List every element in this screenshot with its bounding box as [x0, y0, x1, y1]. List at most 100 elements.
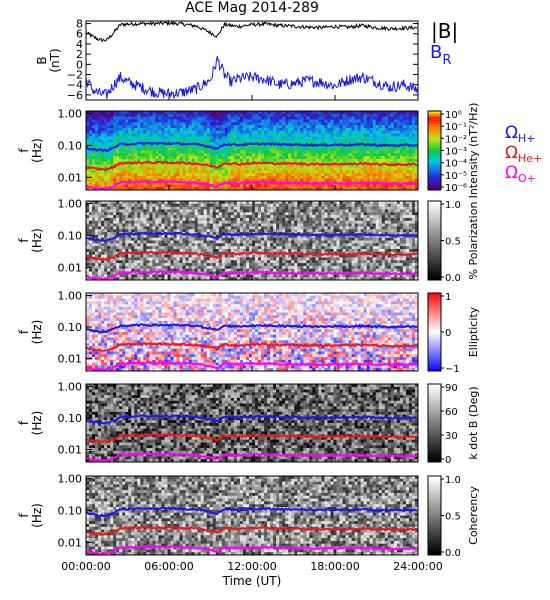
spectrogram-cell: [300, 133, 304, 137]
spectrogram-cell: [354, 170, 358, 174]
spectrogram-cell: [255, 246, 259, 250]
spectrogram-cell: [134, 217, 138, 222]
spectrogram-cell: [176, 147, 180, 151]
spectrogram-cell: [381, 142, 386, 146]
spectrogram-cell: [152, 150, 156, 154]
spectrogram-cell: [408, 173, 413, 177]
spectrogram-cell: [89, 220, 93, 224]
spectrogram-cell: [273, 265, 277, 270]
spectrogram-cell: [95, 116, 99, 120]
spectrogram-cell: [218, 223, 223, 227]
spectrogram-cell: [369, 136, 374, 140]
spectrogram-cell: [110, 215, 114, 219]
spectrogram-cell: [176, 240, 180, 244]
spectrogram-cell: [360, 125, 364, 129]
spectrogram-cell: [267, 243, 271, 247]
spectrogram-cell: [270, 248, 274, 253]
spectrogram-cell: [242, 170, 247, 174]
spectrogram-cell: [209, 136, 214, 140]
spectrogram-cell: [131, 184, 135, 188]
spectrogram-cell: [218, 206, 223, 210]
spectrogram-cell: [110, 265, 114, 270]
spectrogram-cell: [107, 234, 111, 238]
spectrogram-cell: [288, 111, 292, 115]
spectrogram-cell: [179, 201, 183, 205]
spectrogram-cell: [378, 167, 383, 171]
spectrogram-cell: [372, 119, 377, 123]
spectrogram-cell: [170, 113, 174, 117]
spectrogram-cell: [101, 147, 105, 151]
spectrogram-cell: [396, 122, 401, 126]
spectrogram-cell: [227, 170, 232, 174]
spectrogram-cell: [197, 164, 201, 168]
spectrogram-cell: [95, 226, 99, 230]
spectrogram-cell: [179, 223, 183, 227]
spectrogram-cell: [122, 173, 126, 177]
spectrogram-cell: [248, 133, 253, 137]
field-ytick-label: −2: [67, 69, 83, 82]
spectrogram-cell: [92, 181, 96, 185]
spectrogram-cell: [185, 184, 189, 188]
spectrogram-cell: [197, 220, 201, 224]
spectrogram-cell: [236, 206, 241, 210]
spectrogram-cell: [98, 217, 102, 222]
spectrogram-cell: [173, 215, 177, 219]
spectrogram-cell: [107, 144, 111, 148]
spectrogram-cell: [98, 164, 102, 168]
spectrogram-cell: [273, 201, 277, 205]
spectrogram-cell: [255, 113, 259, 117]
spectrogram-cell: [179, 268, 183, 272]
spectrogram-cell: [279, 240, 283, 244]
spectrogram-cell: [245, 201, 250, 205]
spectrogram-cell: [221, 175, 226, 180]
spectrogram-cell: [167, 263, 171, 267]
spectrogram-cell: [267, 223, 271, 227]
spectrogram-cell: [125, 158, 129, 163]
spectrogram-cell: [218, 139, 223, 143]
spectrogram-cell: [194, 263, 198, 267]
spectrogram-cell: [245, 217, 250, 222]
colorbar-cell: [428, 161, 441, 165]
spectrogram-cell: [239, 119, 244, 123]
spectrogram-cell: [273, 206, 277, 210]
field-ytick-label: −6: [67, 89, 83, 102]
spectrogram-cell: [146, 133, 150, 137]
spectrogram-cell: [390, 127, 395, 132]
spectrogram-cell: [95, 130, 99, 134]
spectrogram-cell: [194, 153, 198, 157]
spectrogram-cell: [279, 147, 283, 151]
spectrogram-cell: [179, 156, 183, 160]
spectrogram-cell: [288, 156, 292, 160]
spectrogram-cell: [113, 153, 117, 157]
spectrogram-cell: [113, 248, 117, 253]
spectrogram-cell: [122, 246, 126, 250]
spectrogram-cell: [200, 150, 205, 154]
spectrogram-cell: [185, 243, 189, 247]
spectrogram-cell: [288, 119, 292, 123]
spectrogram-cell: [179, 263, 183, 267]
spectrogram-cell: [387, 170, 392, 174]
spectrogram-cell: [351, 144, 355, 148]
spectrogram-cell: [258, 113, 262, 117]
spectrogram-cell: [122, 116, 126, 120]
spectrogram-cell: [191, 133, 195, 137]
spectrogram-cell: [95, 161, 99, 165]
spectrogram-cell: [131, 217, 135, 222]
spectrogram-cell: [306, 178, 310, 182]
spectrogram-cell: [330, 142, 334, 146]
spectrogram-cell: [264, 116, 268, 120]
spectrogram-cell: [239, 237, 244, 241]
spectrogram-cell: [273, 113, 277, 117]
spectrogram-cell: [215, 153, 220, 157]
spectrogram-cell: [261, 217, 265, 222]
spectrogram-cell: [170, 119, 174, 123]
spectrogram-cell: [137, 136, 141, 140]
spectrogram-cell: [233, 263, 238, 267]
spectrogram-cell: [95, 240, 99, 244]
spectrogram-cell: [248, 274, 253, 278]
spectrogram-cell: [369, 164, 374, 168]
spectrogram-cell: [224, 217, 229, 222]
spectrogram-cell: [261, 201, 265, 205]
spectrogram-cell: [303, 170, 307, 174]
spectrogram-cell: [242, 254, 247, 258]
